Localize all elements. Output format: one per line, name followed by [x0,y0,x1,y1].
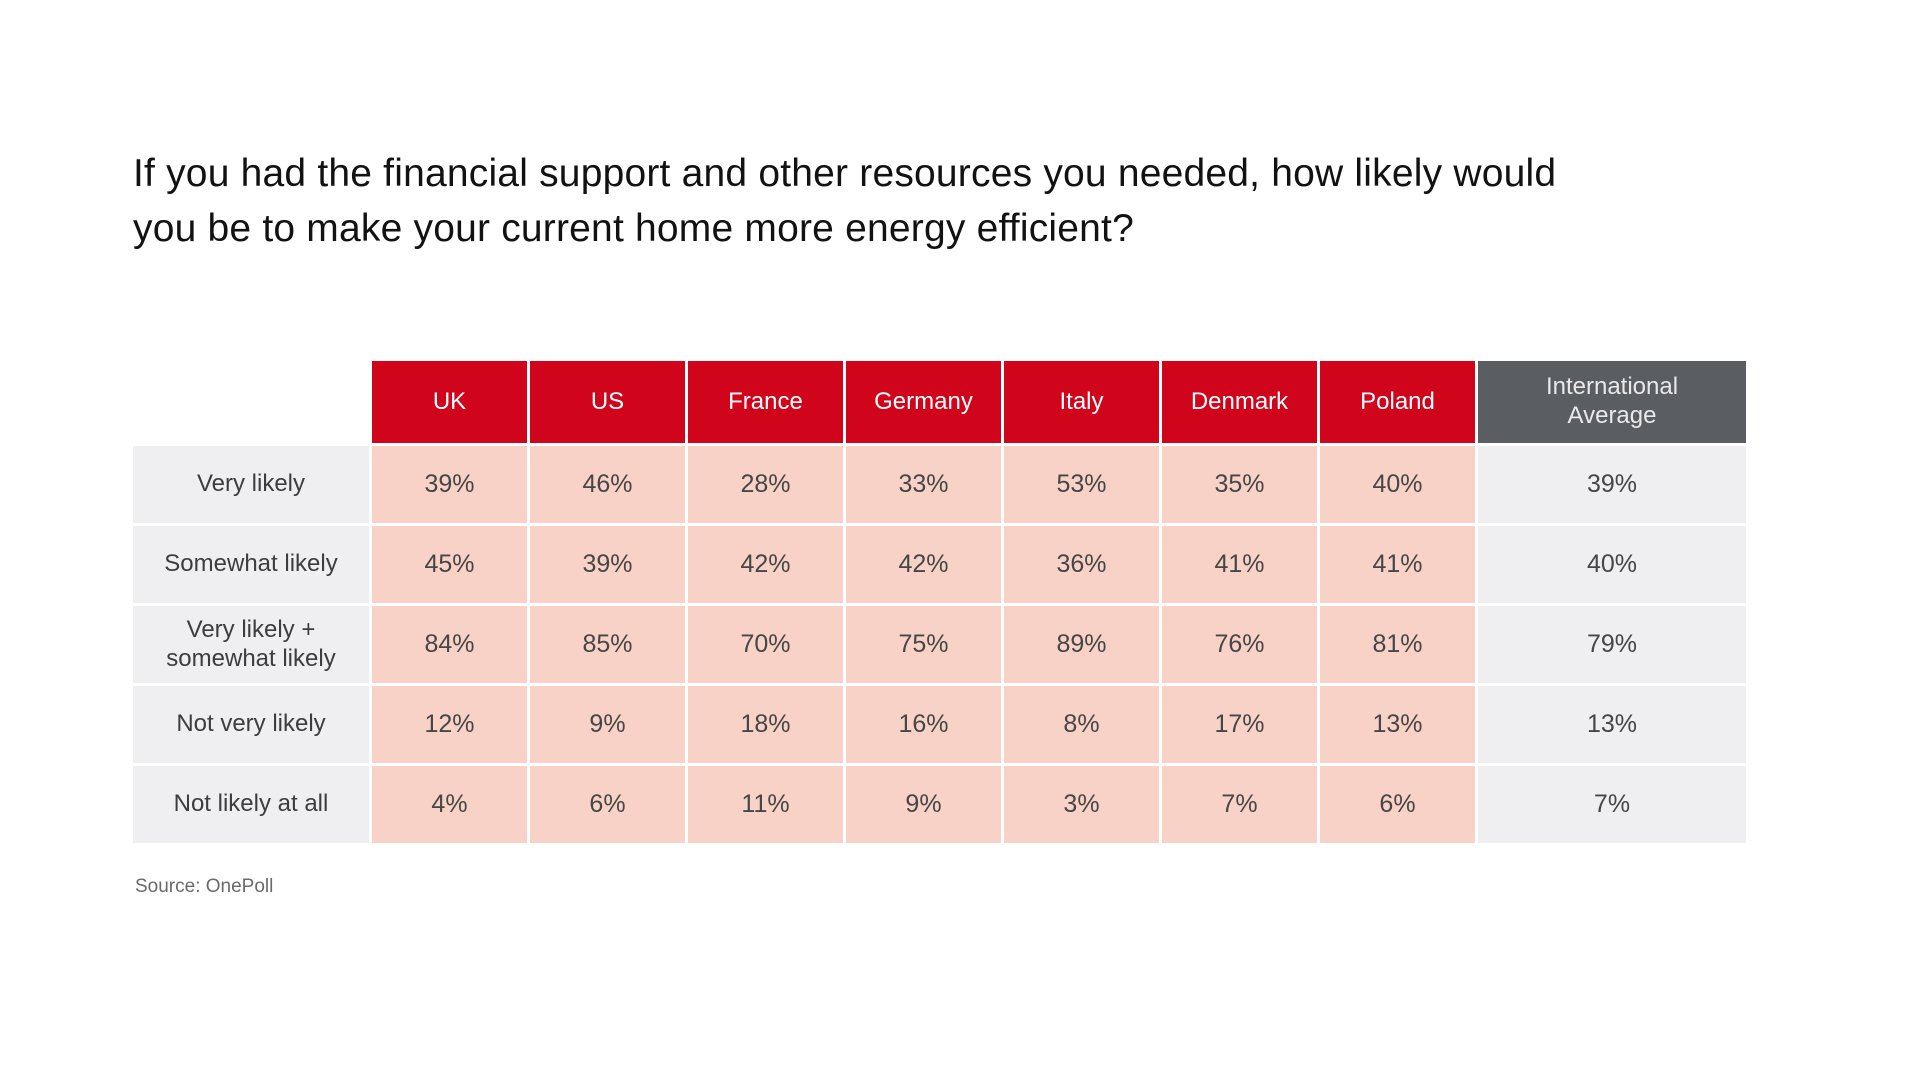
value-cell: 6% [1320,766,1475,843]
row-label: Very likely [133,446,369,523]
value-cell-average: 39% [1478,446,1746,523]
header-row: UK US France Germany Italy Denmark Polan… [133,361,1746,443]
value-cell: 45% [372,526,527,603]
value-cell: 12% [372,686,527,763]
table-row-not-very-likely: Not very likely 12% 9% 18% 16% 8% 17% 13… [133,686,1746,763]
value-cell-average: 13% [1478,686,1746,763]
value-cell: 53% [1004,446,1159,523]
table-row-not-likely-at-all: Not likely at all 4% 6% 11% 9% 3% 7% 6% … [133,766,1746,843]
col-header-denmark: Denmark [1162,361,1317,443]
value-cell: 28% [688,446,843,523]
value-cell: 16% [846,686,1001,763]
value-cell: 81% [1320,606,1475,683]
col-header-germany: Germany [846,361,1001,443]
value-cell: 13% [1320,686,1475,763]
value-cell: 89% [1004,606,1159,683]
page-title: If you had the financial support and oth… [133,152,1557,251]
row-label: Very likely + somewhat likely [133,606,369,683]
value-cell: 36% [1004,526,1159,603]
row-label: Not very likely [133,686,369,763]
col-header-uk: UK [372,361,527,443]
value-cell: 75% [846,606,1001,683]
value-cell: 9% [846,766,1001,843]
col-header-international-average: International Average [1478,361,1746,443]
value-cell: 7% [1162,766,1317,843]
source-attribution: Source: OnePoll [135,876,274,897]
value-cell: 18% [688,686,843,763]
value-cell: 84% [372,606,527,683]
value-cell: 3% [1004,766,1159,843]
row-label: Not likely at all [133,766,369,843]
value-cell-average: 40% [1478,526,1746,603]
value-cell: 8% [1004,686,1159,763]
value-cell: 40% [1320,446,1475,523]
value-cell: 42% [688,526,843,603]
value-cell: 70% [688,606,843,683]
table-row-very-plus-somewhat: Very likely + somewhat likely 84% 85% 70… [133,606,1746,683]
table-row-somewhat-likely: Somewhat likely 45% 39% 42% 42% 36% 41% … [133,526,1746,603]
col-header-us: US [530,361,685,443]
value-cell: 39% [372,446,527,523]
value-cell: 41% [1320,526,1475,603]
value-cell: 6% [530,766,685,843]
col-header-france: France [688,361,843,443]
value-cell-average: 79% [1478,606,1746,683]
value-cell-average: 7% [1478,766,1746,843]
value-cell: 4% [372,766,527,843]
corner-cell [133,361,369,443]
value-cell: 35% [1162,446,1317,523]
col-header-poland: Poland [1320,361,1475,443]
survey-table: UK US France Germany Italy Denmark Polan… [130,358,1749,846]
value-cell: 76% [1162,606,1317,683]
value-cell: 17% [1162,686,1317,763]
value-cell: 39% [530,526,685,603]
value-cell: 33% [846,446,1001,523]
value-cell: 85% [530,606,685,683]
value-cell: 46% [530,446,685,523]
value-cell: 41% [1162,526,1317,603]
table-row-very-likely: Very likely 39% 46% 28% 33% 53% 35% 40% … [133,446,1746,523]
value-cell: 9% [530,686,685,763]
row-label: Somewhat likely [133,526,369,603]
value-cell: 42% [846,526,1001,603]
value-cell: 11% [688,766,843,843]
col-header-italy: Italy [1004,361,1159,443]
